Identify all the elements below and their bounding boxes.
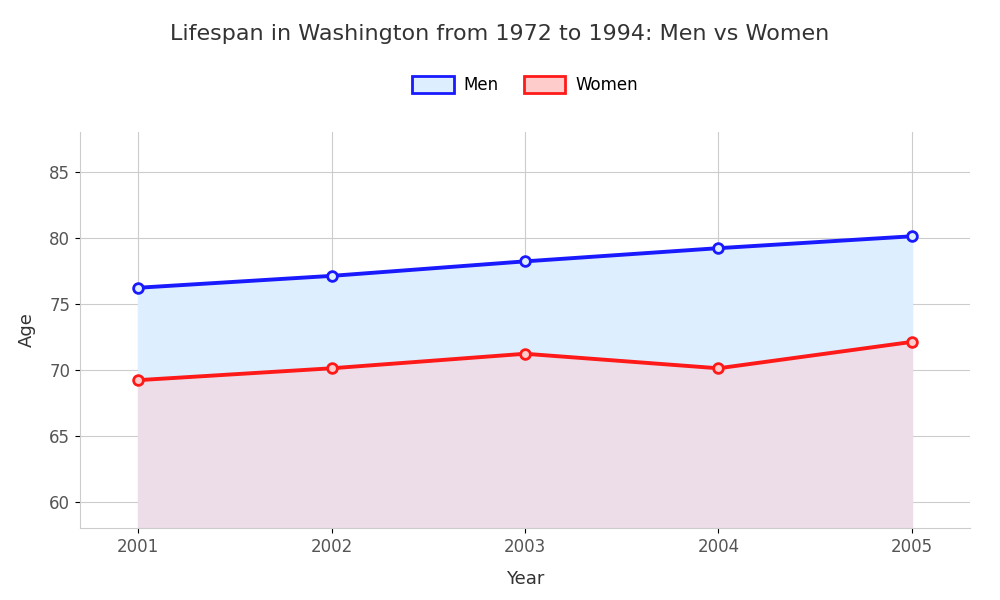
Line: Women: Women (133, 337, 917, 385)
X-axis label: Year: Year (506, 569, 544, 587)
Men (132, 284, 144, 292)
Women (326, 365, 338, 372)
Men (519, 258, 531, 265)
Women (519, 350, 531, 358)
Men (712, 245, 724, 252)
Legend: Men, Women: Men, Women (405, 69, 645, 101)
Men (326, 272, 338, 280)
Text: Lifespan in Washington from 1972 to 1994: Men vs Women: Lifespan in Washington from 1972 to 1994… (170, 24, 830, 44)
Women (132, 377, 144, 384)
Y-axis label: Age: Age (17, 313, 35, 347)
Line: Men: Men (133, 232, 917, 293)
Women (906, 338, 918, 346)
Men (906, 233, 918, 240)
Women (712, 365, 724, 372)
